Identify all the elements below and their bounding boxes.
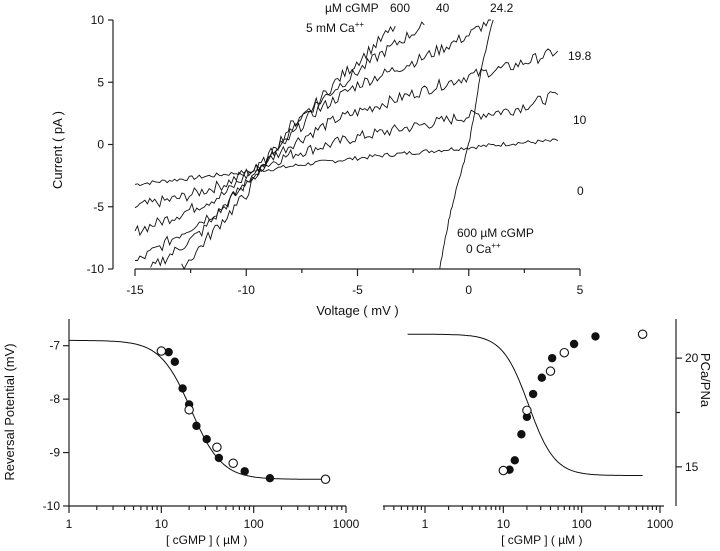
y-tick-label: 20	[685, 351, 699, 365]
trace-0	[134, 138, 559, 187]
x-tick-label: 10	[497, 517, 511, 531]
iv-curve-chart: -10 -5 0 5 10 -15 -10 -5 0 5 Voltage ( mV ) Current…	[50, 1, 592, 318]
open-data-point	[184, 405, 194, 415]
x-axis-label: [ cGMP ] ( µM )	[501, 533, 582, 547]
zero-calcium-superscript: ++	[491, 241, 501, 250]
fit-curve	[69, 339, 324, 480]
series-label-10: 10	[573, 113, 587, 127]
y-axis-label: PCa/PNa	[698, 353, 713, 408]
y-tick-label: 5	[97, 75, 104, 89]
filled-data-point	[522, 412, 532, 422]
x-tick-label: 10	[155, 517, 169, 531]
x-tick-label: 1	[422, 517, 429, 531]
y-tick-label: 0	[97, 138, 104, 152]
x-tick-label: 1000	[333, 517, 360, 531]
y-tick-label: -9	[49, 446, 60, 460]
filled-data-point	[569, 339, 579, 349]
open-data-point	[498, 465, 509, 476]
x-tick-label: 1000	[647, 517, 674, 531]
open-data-point	[156, 346, 167, 356]
y-tick-label: -5	[93, 200, 104, 214]
trace-19.8	[134, 48, 559, 237]
open-data-point	[320, 474, 331, 485]
filled-data-point	[240, 467, 249, 476]
x-tick-label: 100	[244, 517, 264, 531]
x-tick-label: 5	[577, 283, 584, 297]
filled-data-point	[537, 373, 547, 382]
y-tick-label: -7	[49, 339, 60, 353]
filled-data-point	[547, 353, 557, 363]
trace-600-M-cGMP-0-Ca	[439, 19, 494, 269]
open-data-point	[637, 329, 648, 339]
x-tick-label: -10	[238, 283, 256, 297]
x-tick-label: 1	[66, 517, 73, 531]
trace-24.2	[135, 19, 491, 261]
open-data-point	[212, 442, 222, 452]
y-tick-label: -8	[49, 392, 60, 406]
y-axis-label: Current ( pA )	[50, 111, 65, 189]
open-data-point	[228, 458, 238, 469]
x-tick-label: 100	[572, 517, 592, 531]
trace-10	[134, 91, 559, 209]
series-label-24.2: 24.2	[490, 1, 514, 15]
filled-data-point	[517, 430, 526, 439]
calcium-superscript: ++	[355, 20, 365, 29]
permeability-ratio-chart: 15 20 1 10 100 1000 [ cGMP ] ( µM ) PCa/PNa	[383, 319, 713, 547]
x-tick-label: 0	[465, 283, 472, 297]
filled-data-point	[591, 332, 600, 341]
trace-600	[181, 25, 396, 271]
trace-40	[150, 21, 425, 268]
series-label-19.8: 19.8	[568, 49, 592, 63]
x-tick-label: -5	[352, 283, 363, 297]
zero-calcium-label-line1: 600 µM cGMP	[457, 226, 534, 240]
fit-curve	[407, 333, 643, 476]
x-axis-label: Voltage ( mV )	[316, 303, 398, 318]
filled-data-point	[265, 474, 275, 483]
x-tick-label: -15	[126, 283, 144, 297]
open-data-point	[559, 347, 570, 358]
open-data-point	[545, 366, 556, 376]
filled-data-point	[214, 453, 224, 463]
series-label-40: 40	[436, 1, 450, 15]
y-tick-label: -10	[43, 499, 61, 513]
series-label-0: 0	[577, 184, 584, 198]
series-label-600: 600	[390, 1, 410, 15]
header-label: µM cGMP	[325, 1, 379, 15]
filled-data-point	[528, 389, 538, 399]
y-axis-label: Reversal Potential (mV)	[2, 343, 17, 480]
filled-data-point	[178, 384, 187, 393]
filled-data-point	[202, 435, 211, 444]
filled-data-point	[510, 456, 519, 465]
open-data-point	[522, 405, 532, 416]
x-axis-label: [ cGMP ] ( µM )	[166, 533, 247, 547]
filled-data-point	[170, 357, 180, 366]
zero-calcium-label-line2: 0 Ca++	[466, 241, 501, 256]
calcium-label: 5 mM Ca++	[306, 20, 364, 35]
y-tick-label: 15	[685, 460, 699, 474]
reversal-potential-chart: -10 -9 -8 -7 1 10 100 1000 [ cGMP ] ( µM ) Revers…	[2, 319, 360, 547]
y-tick-label: -10	[87, 262, 105, 276]
y-tick-label: 10	[91, 13, 105, 27]
filled-data-point	[192, 421, 201, 431]
filled-data-point	[164, 347, 173, 357]
